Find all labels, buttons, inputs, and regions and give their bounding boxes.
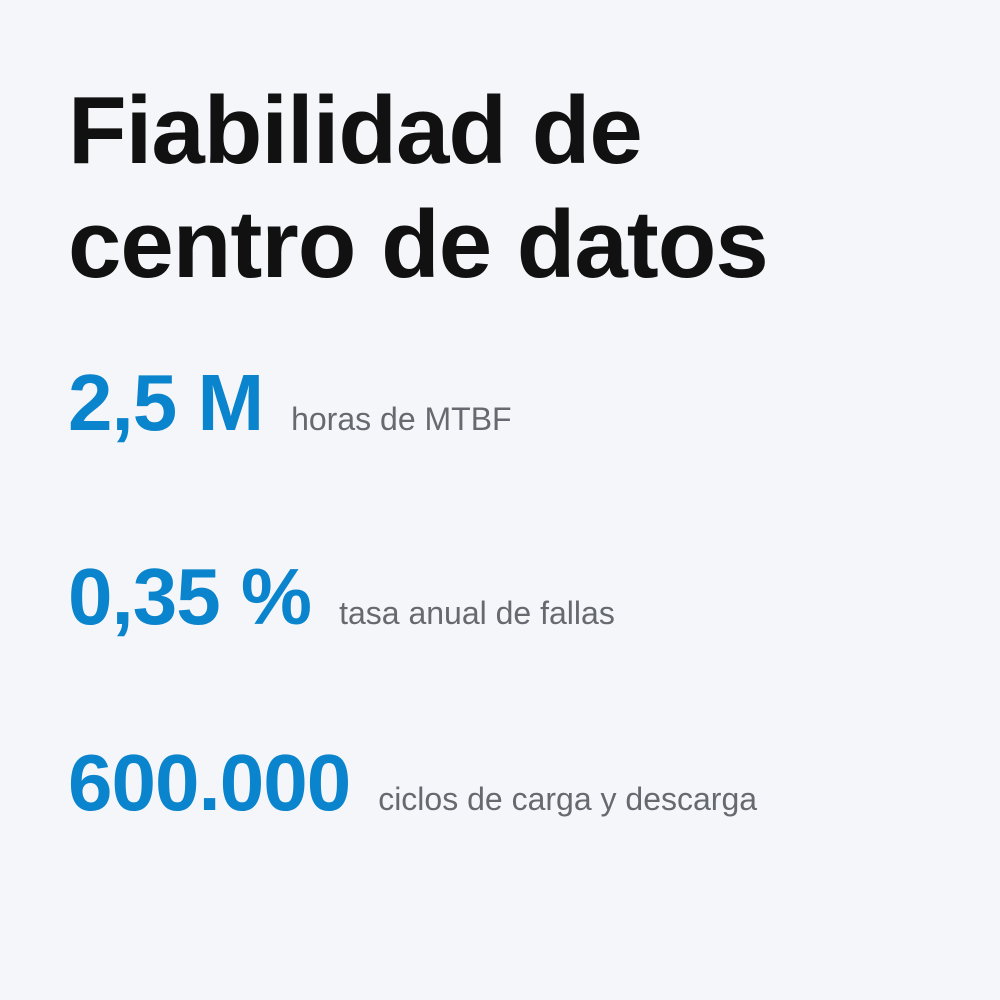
stat: 600.000 ciclos de carga y descarga bbox=[68, 742, 828, 824]
stat: 0,35 % tasa anual de fallas bbox=[68, 548, 828, 646]
title: Fiabilidad de centro de datos bbox=[68, 77, 769, 298]
stat-value: 0,35 % bbox=[68, 552, 312, 641]
stat-value: 600.000 bbox=[68, 738, 351, 827]
stat-label: horas de MTBF bbox=[291, 401, 512, 437]
stat-label: ciclos de carga y descarga bbox=[378, 781, 758, 817]
stat-list: 2,5 M horas de MTBF 0,35 % tasa anual de… bbox=[68, 354, 932, 824]
stat: 2,5 M horas de MTBF bbox=[68, 354, 828, 452]
stat-value: 2,5 M bbox=[68, 358, 264, 447]
stat-label: tasa anual de fallas bbox=[339, 595, 615, 631]
